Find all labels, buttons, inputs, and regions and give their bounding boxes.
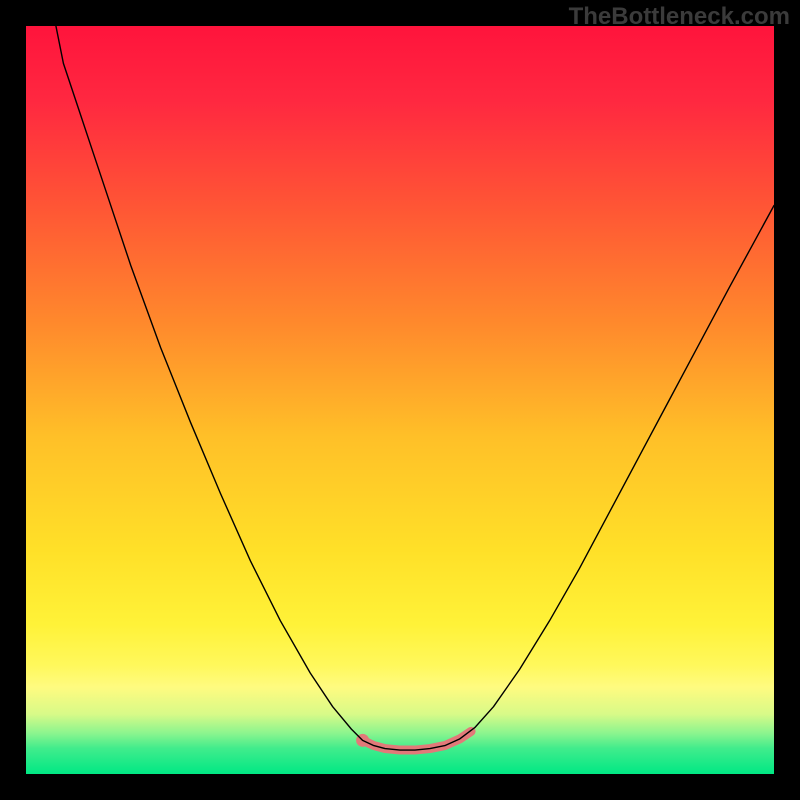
bottleneck-curve-chart <box>0 0 800 800</box>
chart-container: TheBottleneck.com <box>0 0 800 800</box>
chart-background <box>26 26 774 774</box>
watermark-text: TheBottleneck.com <box>569 3 790 31</box>
